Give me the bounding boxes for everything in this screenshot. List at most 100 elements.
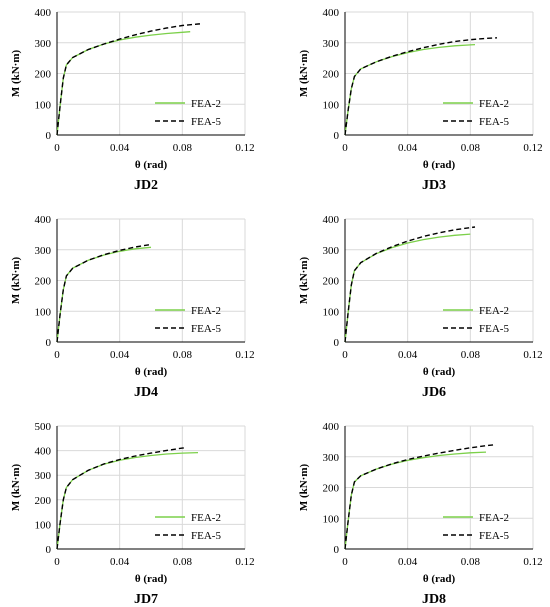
legend-label: FEA-5 — [479, 530, 509, 542]
series-line-fea-2 — [56, 451, 199, 550]
series-line-fea-5 — [56, 23, 203, 136]
y-tick-label: 300 — [35, 38, 52, 50]
y-tick-label: 300 — [323, 452, 340, 464]
y-tick-label: 300 — [323, 245, 340, 257]
x-tick-label: 0.08 — [461, 349, 481, 361]
panel-caption: JD2 — [134, 178, 158, 193]
y-tick-label: 200 — [35, 276, 52, 288]
legend-label: FEA-2 — [191, 512, 221, 524]
y-tick-label: 100 — [323, 306, 340, 318]
chart-panel-jd6: 0 100 200 300 400 0 0.04 0.08 0.12 FEA-2 FEA-5 θ (r… — [298, 214, 543, 400]
y-tick-label: 0 — [334, 544, 340, 556]
x-tick-label: 0.08 — [173, 349, 193, 361]
y-axis-title: M (kN·m) — [298, 256, 310, 304]
y-axis-title: M (kN·m) — [10, 256, 22, 304]
series-line-fea-5 — [56, 243, 152, 343]
legend-label: FEA-2 — [479, 305, 509, 317]
y-axis-title: M (kN·m) — [298, 463, 310, 511]
y-tick-label: 400 — [35, 446, 52, 458]
panel-caption: JD3 — [422, 178, 446, 193]
y-tick-label: 200 — [35, 69, 52, 81]
y-tick-label: 0 — [334, 130, 340, 142]
series-line-fea-5 — [56, 447, 184, 550]
x-tick-label: 0.08 — [461, 556, 481, 568]
x-axis-title: θ (rad) — [135, 366, 168, 378]
panel-caption: JD4 — [134, 385, 158, 400]
series-line-fea-2 — [344, 43, 476, 136]
panel-caption: JD7 — [134, 592, 158, 607]
y-tick-label: 300 — [35, 245, 52, 257]
series-line-fea-2 — [344, 451, 487, 550]
chart-panel-jd3: 0 100 200 300 400 0 0.04 0.08 0.12 FEA-2 FEA-5 θ (r… — [298, 7, 543, 193]
x-tick-label: 0.12 — [523, 142, 542, 154]
y-tick-label: 100 — [35, 519, 52, 531]
panel-caption: JD6 — [422, 385, 446, 400]
x-axis-title: θ (rad) — [135, 573, 168, 585]
x-tick-label: 0 — [342, 556, 348, 568]
x-tick-label: 0.04 — [398, 142, 418, 154]
series-line-fea-5 — [344, 37, 498, 136]
x-tick-label: 0.12 — [235, 349, 254, 361]
x-tick-label: 0.08 — [173, 556, 193, 568]
y-tick-label: 400 — [35, 214, 52, 226]
y-tick-label: 400 — [323, 214, 340, 226]
x-axis-title: θ (rad) — [135, 159, 168, 171]
legend-label: FEA-2 — [479, 512, 509, 524]
y-tick-label: 200 — [323, 483, 340, 495]
x-tick-label: 0.04 — [398, 349, 418, 361]
x-tick-label: 0.12 — [523, 556, 542, 568]
y-tick-label: 200 — [323, 69, 340, 81]
x-tick-label: 0.08 — [173, 142, 193, 154]
x-tick-label: 0.04 — [398, 556, 418, 568]
legend-label: FEA-2 — [191, 98, 221, 110]
x-tick-label: 0 — [54, 349, 60, 361]
y-tick-label: 0 — [334, 337, 340, 349]
y-tick-label: 200 — [323, 276, 340, 288]
y-axis-title: M (kN·m) — [10, 49, 22, 97]
y-tick-label: 100 — [323, 99, 340, 111]
x-tick-label: 0.08 — [461, 142, 481, 154]
y-tick-label: 300 — [35, 470, 52, 482]
x-tick-label: 0.12 — [235, 142, 254, 154]
x-tick-label: 0 — [54, 556, 60, 568]
legend-label: FEA-2 — [191, 305, 221, 317]
legend-label: FEA-2 — [479, 98, 509, 110]
y-tick-label: 0 — [46, 130, 52, 142]
x-tick-label: 0 — [54, 142, 60, 154]
legend-label: FEA-5 — [191, 116, 221, 128]
x-tick-label: 0.04 — [110, 349, 130, 361]
y-tick-label: 100 — [35, 99, 52, 111]
y-tick-label: 0 — [46, 337, 52, 349]
y-tick-label: 300 — [323, 38, 340, 50]
y-axis-title: M (kN·m) — [298, 49, 310, 97]
legend-label: FEA-5 — [191, 530, 221, 542]
legend-label: FEA-5 — [479, 323, 509, 335]
chart-panel-jd8: 0 100 200 300 400 0 0.04 0.08 0.12 FEA-2 FEA-5 θ (r… — [298, 421, 543, 607]
series-line-fea-5 — [344, 444, 494, 550]
x-tick-label: 0.04 — [110, 556, 130, 568]
y-tick-label: 500 — [35, 421, 52, 433]
chart-panel-jd2: 0 100 200 300 400 0 0.04 0.08 0.12 FEA-2 FEA-5 θ (r… — [10, 7, 255, 193]
y-tick-label: 400 — [323, 7, 340, 19]
y-tick-label: 400 — [323, 421, 340, 433]
x-axis-title: θ (rad) — [423, 159, 456, 171]
x-axis-title: θ (rad) — [423, 366, 456, 378]
series-line-fea-5 — [344, 226, 476, 343]
x-tick-label: 0 — [342, 142, 348, 154]
y-tick-label: 0 — [46, 544, 52, 556]
chart-panel-jd7: 0 100 200 300 400 500 0 0.04 0.08 0.12 FEA-2 FEA-5 θ… — [10, 421, 255, 607]
y-tick-label: 100 — [323, 513, 340, 525]
x-tick-label: 0.12 — [523, 349, 542, 361]
series-line-fea-2 — [56, 31, 191, 136]
series-line-fea-2 — [56, 246, 152, 343]
legend-label: FEA-5 — [479, 116, 509, 128]
x-axis-title: θ (rad) — [423, 573, 456, 585]
y-tick-label: 400 — [35, 7, 52, 19]
x-tick-label: 0 — [342, 349, 348, 361]
panel-caption: JD8 — [422, 592, 446, 607]
y-tick-label: 200 — [35, 495, 52, 507]
x-tick-label: 0.12 — [235, 556, 254, 568]
x-tick-label: 0.04 — [110, 142, 130, 154]
legend-label: FEA-5 — [191, 323, 221, 335]
